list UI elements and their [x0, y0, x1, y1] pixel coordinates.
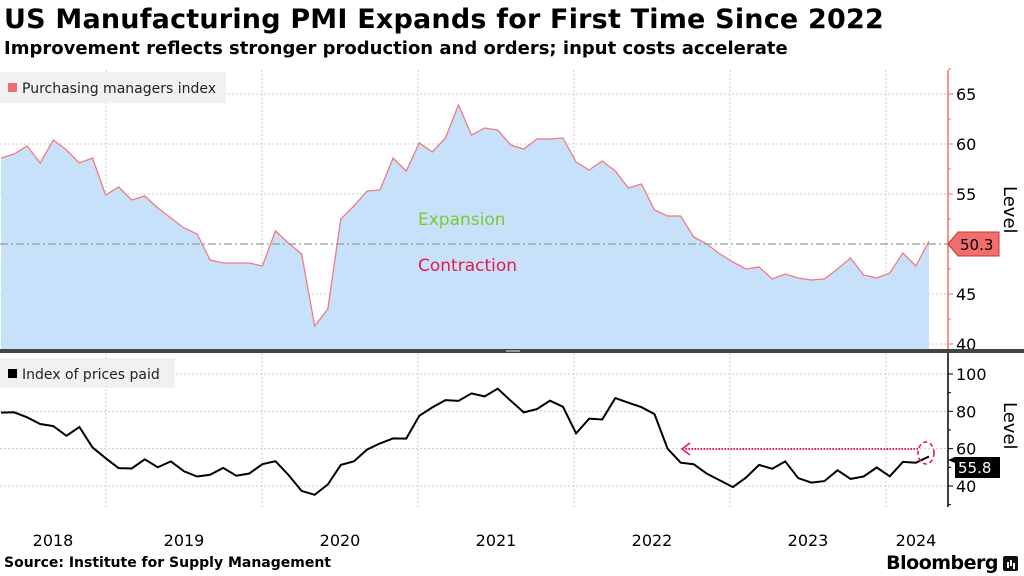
chart-subtitle: Improvement reflects stronger production… [4, 38, 788, 59]
prices-tick-label: 60 [956, 440, 976, 459]
x-tick-label: 2020 [320, 531, 361, 550]
pmi-tick-label: 65 [956, 85, 976, 104]
prices-tick-label: 80 [956, 402, 976, 421]
prices-line [0, 387, 930, 496]
prices-legend-box [0, 358, 175, 388]
pmi-last-value-badge: 50.3 [947, 231, 1000, 257]
pmi-legend-swatch [8, 83, 17, 92]
x-tick-label: 2024 [896, 531, 937, 550]
prices-y-axis-title: Level [999, 402, 1020, 450]
x-tick-label: 2021 [476, 531, 517, 550]
prices-highlight-circle [917, 441, 935, 465]
pmi-area [1, 105, 929, 349]
bloomberg-logo: Bloomberg [886, 552, 998, 574]
pmi-legend-label: Purchasing managers index [22, 81, 216, 97]
prices-annotation-arrow [680, 441, 935, 465]
pmi-legend-box [0, 72, 226, 103]
x-tick-label: 2023 [788, 531, 829, 550]
prices-legend-swatch [8, 369, 17, 378]
expansion-label: Expansion [418, 210, 506, 230]
prices-tick-label: 100 [956, 365, 987, 384]
x-tick-label: 2019 [164, 531, 205, 550]
pmi-tick-label: 45 [956, 285, 976, 304]
x-tick-label: 2022 [632, 531, 673, 550]
pmi-line [0, 103, 930, 328]
pmi-last-value: 50.3 [960, 236, 993, 254]
x-axis: 2018 2019 2020 2021 2022 2023 2024 [33, 531, 937, 550]
prices-last-value: 55.8 [958, 459, 991, 477]
pmi-y-axis-title: Level [999, 186, 1020, 234]
chart-title: US Manufacturing PMI Expands for First T… [4, 4, 884, 35]
contraction-label: Contraction [418, 256, 517, 276]
bloomberg-terminal-icon [1003, 556, 1018, 571]
source-note: Source: Institute for Supply Management [4, 555, 331, 571]
prices-y-axis: 40 60 80 100 [947, 353, 987, 507]
prices-legend-label: Index of prices paid [22, 367, 160, 383]
pmi-tick-label: 60 [956, 135, 976, 154]
prices-tick-label: 40 [956, 477, 976, 496]
panel-divider-handle[interactable] [506, 350, 520, 352]
x-tick-label: 2018 [33, 531, 74, 550]
pmi-tick-label: 55 [956, 185, 976, 204]
prices-last-value-badge: 55.8 [948, 457, 1000, 478]
